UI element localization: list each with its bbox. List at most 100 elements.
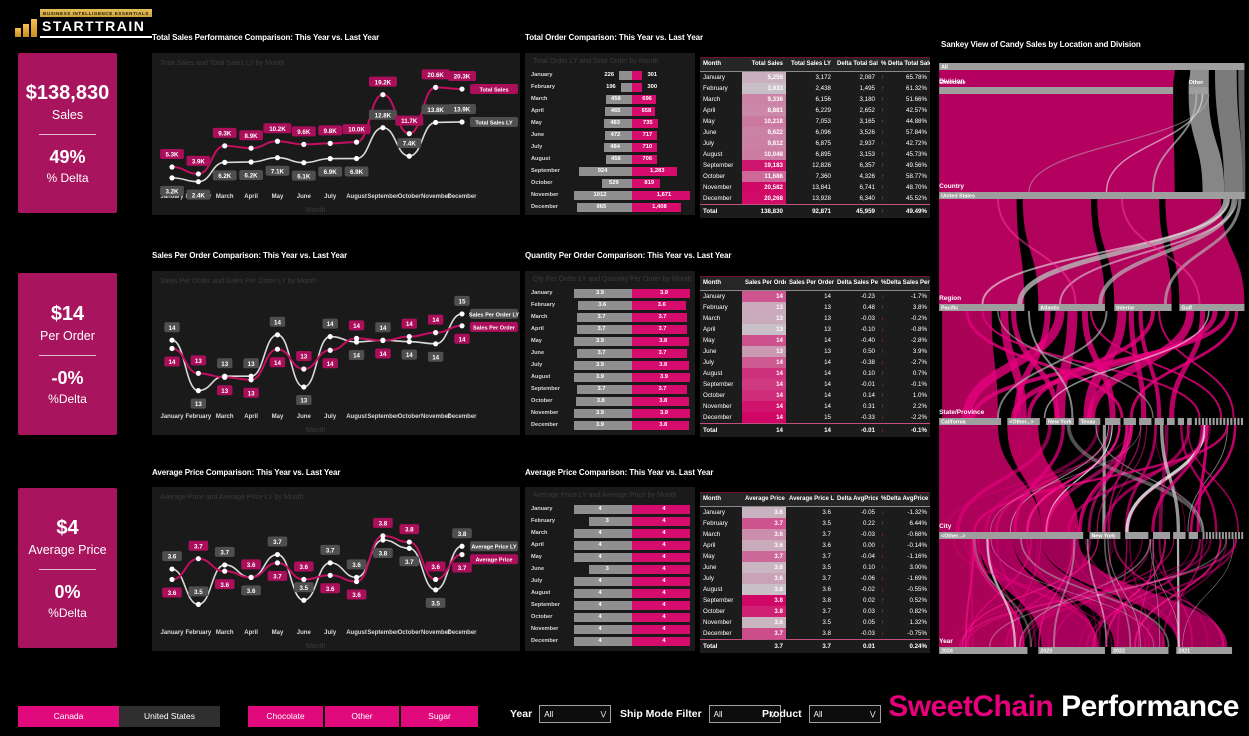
sankey-node-small[interactable] (1205, 532, 1208, 539)
country-slicer-canada[interactable]: Canada (18, 706, 119, 727)
column-header[interactable]: %Delta Sales Per Order (881, 280, 930, 286)
bar-this-year[interactable] (632, 540, 690, 550)
bar-this-year[interactable] (632, 504, 690, 514)
sankey-node-atlantic[interactable] (1038, 304, 1105, 311)
bar-this-year[interactable] (632, 118, 658, 128)
division-slicer-sugar[interactable]: Sugar (401, 706, 478, 727)
sankey-node-small[interactable] (1198, 418, 1201, 425)
sankey-node-small[interactable] (1209, 418, 1212, 425)
bar-this-year[interactable] (632, 94, 657, 104)
division-slicer-other[interactable]: Other (325, 706, 399, 727)
bar-this-year[interactable] (632, 178, 661, 188)
bar-last-year[interactable] (574, 336, 632, 346)
column-header[interactable]: Total Sales LY (790, 61, 831, 67)
bar-this-year[interactable] (632, 408, 690, 418)
bar-last-year[interactable] (578, 300, 632, 310)
bar-this-year[interactable] (632, 360, 689, 370)
bar-last-year[interactable] (574, 528, 632, 538)
bar-last-year[interactable] (574, 372, 632, 382)
bar-last-year[interactable] (620, 82, 632, 92)
sankey-node-new-york[interactable] (1046, 418, 1074, 425)
sankey-node-2022[interactable] (1111, 647, 1169, 654)
bar-this-year[interactable] (632, 636, 690, 646)
sankey-node-pacific[interactable] (939, 304, 1025, 311)
sankey-node-all[interactable] (939, 63, 1245, 70)
bar-this-year[interactable] (632, 612, 690, 622)
sankey-node-small[interactable] (1201, 418, 1205, 425)
bar-last-year[interactable] (605, 154, 632, 164)
sankey-node-flo-[interactable] (1166, 418, 1175, 425)
sankey-node-illinois[interactable] (1139, 418, 1152, 425)
sankey-node-los-ang-[interactable] (1125, 532, 1149, 539)
sankey-node-small[interactable] (1238, 532, 1240, 539)
bar-this-year[interactable] (632, 372, 690, 382)
bar-this-year[interactable] (632, 552, 690, 562)
sankey-node-chocolate[interactable] (939, 87, 1174, 94)
bar-last-year[interactable] (601, 178, 632, 188)
bar-last-year[interactable] (575, 396, 632, 406)
column-header[interactable]: Average Price (745, 496, 785, 502)
bar-this-year[interactable] (632, 324, 688, 334)
sankey-node-san-[interactable] (1173, 532, 1186, 539)
bar-last-year[interactable] (574, 540, 632, 550)
sankey-node-small[interactable] (1240, 418, 1244, 425)
bar-this-year[interactable] (632, 600, 690, 610)
bar-last-year[interactable] (604, 118, 632, 128)
column-header[interactable]: Total Sales (751, 61, 783, 67)
bar-this-year[interactable] (632, 70, 643, 80)
sankey-node-small[interactable] (1241, 532, 1244, 539)
bar-last-year[interactable] (574, 612, 632, 622)
bar-last-year[interactable] (604, 142, 632, 152)
sankey-node-small[interactable] (1225, 532, 1228, 539)
bar-last-year[interactable] (588, 516, 632, 526)
country-slicer-united-states[interactable]: United States (119, 706, 220, 727)
bar-last-year[interactable] (574, 360, 632, 370)
sankey-node-2021[interactable] (1176, 647, 1233, 654)
bar-this-year[interactable] (632, 624, 690, 634)
bar-last-year[interactable] (576, 312, 632, 322)
bar-this-year[interactable] (632, 190, 690, 200)
bar-last-year[interactable] (574, 588, 632, 598)
sankey-node-small[interactable] (1218, 532, 1221, 539)
sankey-node-small[interactable] (1230, 418, 1233, 425)
bar-last-year[interactable] (574, 420, 632, 430)
sankey-node-small[interactable] (1219, 418, 1222, 425)
bar-this-year[interactable] (632, 130, 657, 140)
sankey-node-small[interactable] (1226, 418, 1229, 425)
bar-this-year[interactable] (632, 588, 690, 598)
sankey-node-small[interactable] (1194, 418, 1197, 425)
bar-this-year[interactable] (632, 202, 681, 212)
sankey-node-small[interactable] (1231, 532, 1234, 539)
column-header[interactable]: Delta Total Sales (837, 61, 878, 67)
bar-last-year[interactable] (576, 202, 632, 212)
bar-last-year[interactable] (579, 166, 632, 176)
bar-last-year[interactable] (574, 288, 632, 298)
column-header[interactable]: Delta AvgPrice (837, 496, 878, 502)
column-header[interactable]: Month (703, 61, 721, 67)
bar-last-year[interactable] (588, 564, 632, 574)
bar-this-year[interactable] (632, 154, 657, 164)
bar-this-year[interactable] (632, 348, 688, 358)
sankey-node-small[interactable] (1216, 418, 1219, 425)
sankey-node-gulf[interactable] (1179, 304, 1245, 311)
ship-mode-filter-dropdown[interactable]: All ⋁ (708, 705, 781, 723)
sankey-node-united-states[interactable] (939, 192, 1245, 199)
column-header[interactable]: Delta Sales Per Order (837, 280, 878, 286)
bar-last-year[interactable] (574, 504, 632, 514)
bar-this-year[interactable] (632, 516, 690, 526)
bar-this-year[interactable] (632, 166, 677, 176)
sankey-node-small[interactable] (1221, 532, 1224, 539)
sankey-node-small[interactable] (1212, 532, 1215, 539)
bar-last-year[interactable] (576, 324, 632, 334)
bar-this-year[interactable] (632, 312, 688, 322)
sankey-node-small[interactable] (1233, 418, 1236, 425)
sankey-node-small[interactable] (1205, 418, 1208, 425)
sankey-node-small[interactable] (1209, 532, 1211, 539)
sankey-node-small[interactable] (1234, 532, 1237, 539)
sankey-node-ohio[interactable] (1154, 418, 1164, 425)
column-header[interactable]: Average Price LY (789, 496, 834, 502)
bar-last-year[interactable] (574, 408, 632, 418)
bar-last-year[interactable] (619, 70, 632, 80)
bar-this-year[interactable] (632, 384, 688, 394)
bar-this-year[interactable] (632, 142, 657, 152)
